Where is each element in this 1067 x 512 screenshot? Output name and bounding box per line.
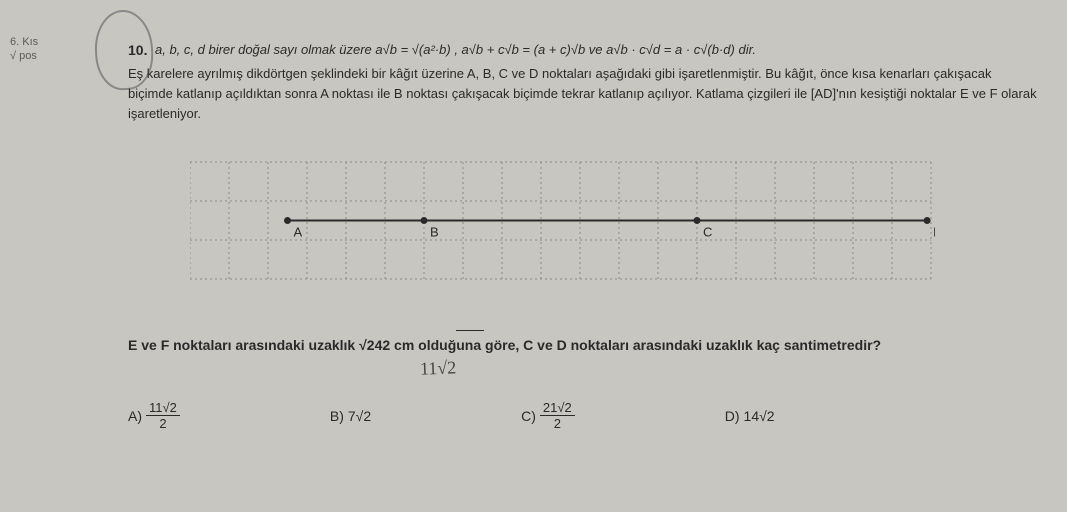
svg-text:B: B (430, 225, 439, 240)
margin-label: 6. Kıs √ pos (10, 35, 38, 64)
grid-diagram: ABCD (190, 160, 930, 285)
question-number: 10. (128, 42, 147, 58)
svg-text:D: D (933, 225, 935, 240)
page: 6. Kıs √ pos 10. a, b, c, d birer doğal … (0, 0, 1067, 512)
sqrt-overline (456, 330, 484, 331)
option-a-label: A) (128, 408, 142, 424)
svg-text:C: C (703, 225, 712, 240)
option-d-value: 14√2 (744, 408, 775, 424)
option-c-num: 21√2 (540, 400, 575, 416)
option-a-den: 2 (156, 416, 169, 431)
margin-line-1: 6. Kıs (10, 35, 38, 49)
option-c-fraction: 21√2 2 (540, 400, 575, 431)
option-c-label: C) (521, 408, 536, 424)
option-a[interactable]: A) 11√2 2 (128, 400, 180, 431)
option-b[interactable]: B) 7√2 (330, 408, 371, 424)
option-d[interactable]: D) 14√2 (725, 408, 775, 424)
grid-svg: A B C D (190, 160, 935, 285)
question-body: Eş karelere ayrılmış dikdörtgen şeklinde… (128, 64, 1037, 124)
options-row: A) 11√2 2 B) 7√2 C) 21√2 2 D) 14√2 (128, 400, 1028, 431)
handwritten-answer: 11√2 (420, 357, 457, 379)
option-a-num: 11√2 (146, 400, 180, 416)
option-d-label: D) (725, 408, 740, 424)
formula-line: a, b, c, d birer doğal sayı olmak üzere … (155, 42, 756, 57)
option-c[interactable]: C) 21√2 2 (521, 400, 575, 431)
option-b-value: 7√2 (348, 408, 371, 424)
option-c-den: 2 (551, 416, 564, 431)
option-b-label: B) (330, 408, 344, 424)
option-a-fraction: 11√2 2 (146, 400, 180, 431)
svg-text:A: A (294, 225, 303, 240)
margin-line-2: √ pos (10, 49, 38, 63)
question-final: E ve F noktaları arasındaki uzaklık √242… (128, 335, 1037, 356)
